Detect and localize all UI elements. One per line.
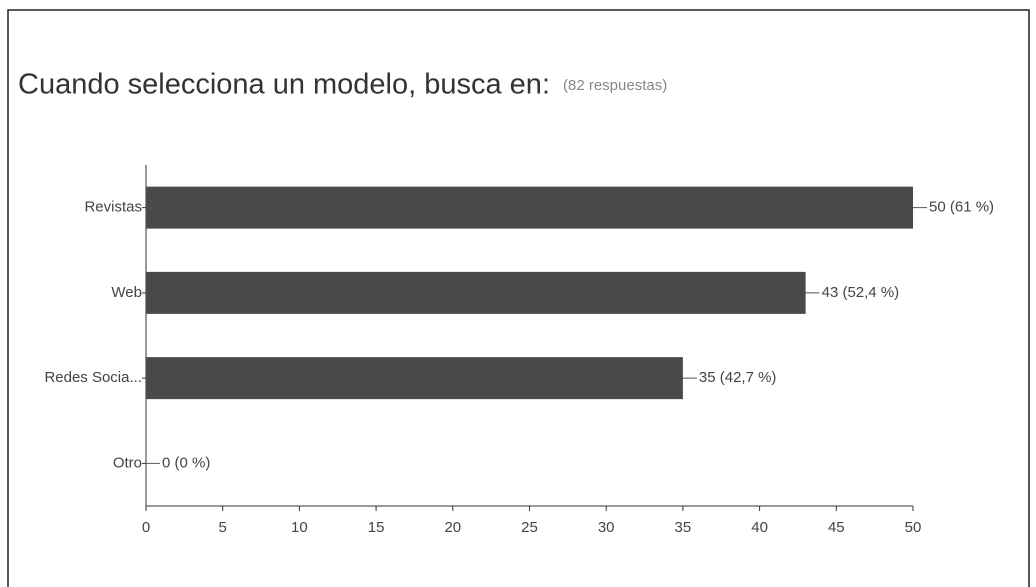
y-tick-label: Otro bbox=[113, 454, 142, 471]
x-tick-label: 45 bbox=[828, 519, 845, 536]
x-tick-label: 5 bbox=[219, 519, 227, 536]
data-label: 35 (42,7 %) bbox=[699, 369, 777, 386]
x-tick-label: 15 bbox=[368, 519, 385, 536]
bar bbox=[146, 357, 683, 400]
data-label: 43 (52,4 %) bbox=[822, 284, 900, 301]
x-tick-label: 35 bbox=[675, 519, 692, 536]
x-tick-label: 0 bbox=[142, 519, 150, 536]
x-tick-label: 20 bbox=[444, 519, 461, 536]
x-tick-label: 10 bbox=[291, 519, 308, 536]
data-label: 0 (0 %) bbox=[162, 454, 210, 471]
x-tick-label: 25 bbox=[521, 519, 538, 536]
chart-subtitle: (82 respuestas) bbox=[563, 77, 667, 94]
chart-title: Cuando selecciona un modelo, busca en: bbox=[18, 69, 550, 101]
y-tick-label: Revistas bbox=[84, 199, 142, 216]
y-tick-label: Web bbox=[111, 284, 142, 301]
bar bbox=[146, 271, 806, 314]
bar bbox=[146, 186, 913, 229]
x-tick-label: 40 bbox=[751, 519, 768, 536]
x-tick-label: 30 bbox=[598, 519, 615, 536]
x-tick-label: 50 bbox=[905, 519, 922, 536]
data-label: 50 (61 %) bbox=[929, 199, 994, 216]
plot-area: 0 5 10 15 20 25 30 35 40 45 50 Revistas 50 (61 %) Web… bbox=[44, 165, 994, 536]
y-tick-label: Redes Socia... bbox=[44, 369, 142, 386]
